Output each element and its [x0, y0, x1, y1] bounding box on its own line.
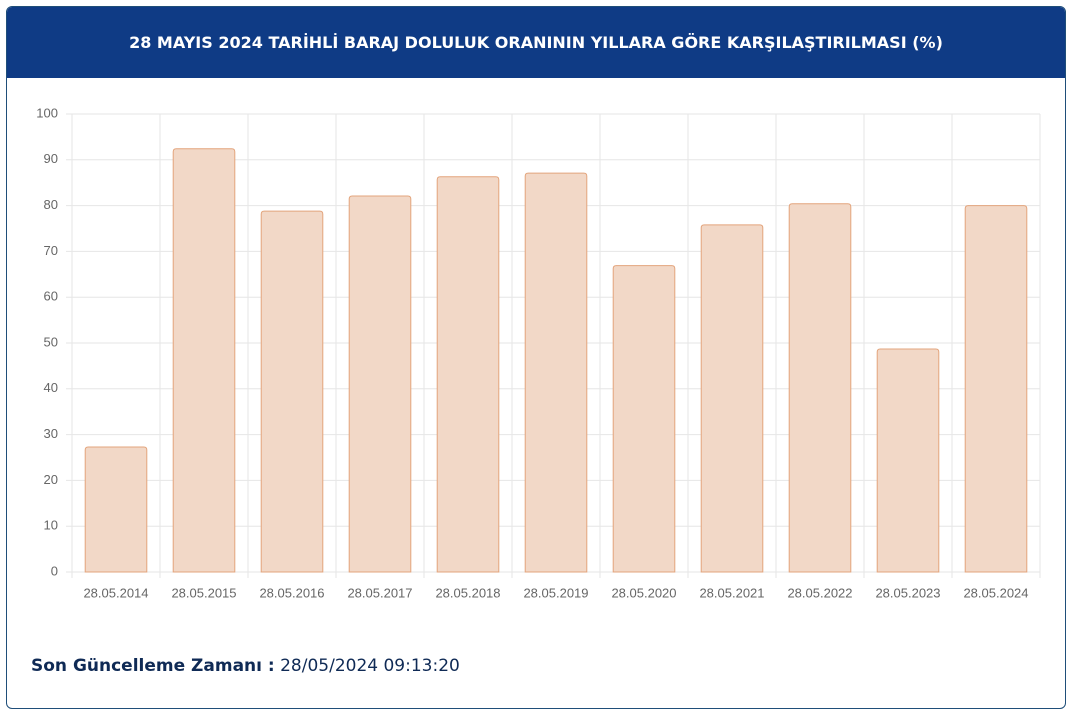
- x-tick-label: 28.05.2023: [875, 585, 940, 600]
- bar: [260, 210, 324, 573]
- y-tick-label: 60: [44, 289, 58, 304]
- chart-title: 28 MAYIS 2024 TARİHLİ BARAJ DOLULUK ORAN…: [7, 7, 1065, 78]
- chart: 0 10 20 30 40 50 60 70 80 90 100 28.05.2014 28.05.20…: [36, 105, 1041, 600]
- x-tick-label: 28.05.2019: [523, 585, 588, 600]
- y-tick-label: 80: [44, 197, 58, 212]
- bar: [348, 195, 412, 573]
- footer-value: 28/05/2024 09:13:20: [280, 656, 460, 676]
- bar: [172, 148, 236, 573]
- footer: Son Güncelleme Zamanı : 28/05/2024 09:13…: [31, 656, 460, 676]
- y-tick-label: 100: [36, 105, 58, 120]
- x-tick-label: 28.05.2024: [963, 585, 1028, 600]
- footer-label: Son Güncelleme Zamanı :: [31, 656, 275, 676]
- x-tick-label: 28.05.2014: [83, 585, 148, 600]
- x-tick-label: 28.05.2022: [787, 585, 852, 600]
- x-tick-label: 28.05.2018: [435, 585, 500, 600]
- x-tick-label: 28.05.2015: [171, 585, 236, 600]
- y-tick-label: 50: [44, 334, 58, 349]
- y-tick-label: 0: [51, 563, 58, 578]
- y-tick-label: 90: [44, 151, 58, 166]
- x-tick-label: 28.05.2020: [611, 585, 676, 600]
- y-tick-label: 10: [44, 518, 58, 533]
- bar: [876, 348, 940, 573]
- card: 28 MAYIS 2024 TARİHLİ BARAJ DOLULUK ORAN…: [6, 6, 1066, 709]
- bar: [964, 205, 1028, 573]
- y-tick-label: 20: [44, 472, 58, 487]
- x-tick-label: 28.05.2017: [347, 585, 412, 600]
- bar: [84, 446, 148, 573]
- y-tick-label: 70: [44, 243, 58, 258]
- y-tick-label: 40: [44, 380, 58, 395]
- x-tick-label: 28.05.2021: [699, 585, 764, 600]
- bar: [612, 265, 676, 573]
- y-tick-label: 30: [44, 426, 58, 441]
- bar: [788, 203, 852, 573]
- x-tick-label: 28.05.2016: [259, 585, 324, 600]
- bar: [524, 172, 588, 573]
- bar: [436, 176, 500, 573]
- bar: [700, 224, 764, 573]
